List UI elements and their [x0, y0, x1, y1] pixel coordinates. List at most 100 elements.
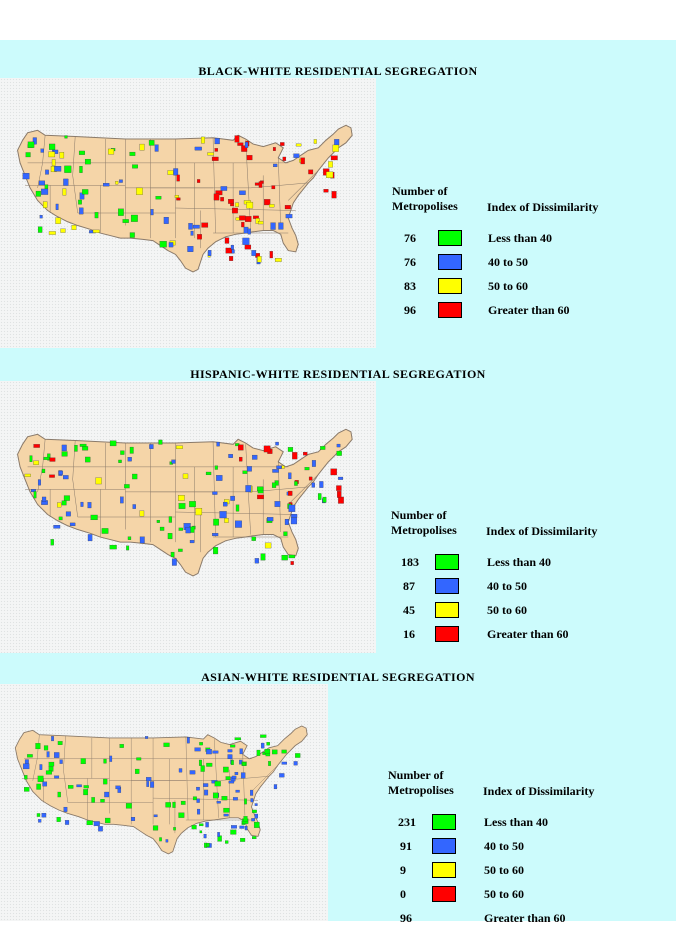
legend-count: 9 [400, 863, 406, 877]
metro-green [159, 241, 167, 248]
metro-blue [103, 183, 110, 187]
metro-green [79, 165, 83, 173]
metro-blue [293, 761, 298, 766]
metro-green [83, 789, 89, 796]
metro-green [178, 503, 186, 509]
metro-green [35, 190, 41, 197]
state-border [288, 474, 319, 505]
metro-green [234, 737, 241, 741]
us-land [17, 428, 353, 577]
metro-green [90, 514, 98, 521]
metro-red [228, 199, 234, 204]
metro-blue [196, 786, 200, 791]
metro-green [230, 744, 236, 748]
metro-yellow [24, 473, 31, 477]
metro-yellow [235, 202, 240, 207]
metro-green [129, 232, 135, 238]
metro-green [244, 798, 247, 805]
legend-swatch-red [438, 302, 462, 318]
legend-row: 9 50 to 60 [386, 861, 646, 879]
legend-index-header: Index of Dissimilarity [487, 200, 599, 214]
metro-blue [63, 806, 68, 812]
metro-green [256, 749, 261, 756]
metro-yellow [95, 477, 102, 485]
metro-green [200, 765, 205, 772]
metro-yellow [274, 258, 282, 262]
metro-green [120, 450, 125, 455]
legend-count: 96 [400, 911, 412, 925]
metro-green [304, 467, 310, 471]
metro-green [163, 742, 170, 747]
legend-label: Greater than 60 [484, 911, 566, 925]
metro-green [103, 778, 108, 785]
metro-red [308, 476, 313, 481]
metro-red [220, 197, 224, 202]
metro-blue [165, 839, 169, 843]
metro-blue [45, 169, 49, 175]
metro-blue [285, 214, 293, 219]
metro-blue [30, 489, 36, 493]
metro-green [192, 796, 197, 801]
metro-green [122, 219, 129, 223]
metro-green [294, 481, 298, 486]
metro-blue [272, 469, 279, 473]
metro-red [241, 145, 248, 152]
legend-label: 50 to 60 [487, 603, 527, 617]
legend-count: 45 [403, 603, 415, 617]
metro-green [109, 440, 117, 447]
metro-blue [232, 797, 238, 801]
metro-blue [39, 764, 43, 770]
metro-blue [194, 747, 201, 752]
metro-blue [185, 527, 191, 534]
metro-green [205, 471, 212, 476]
metro-green [57, 791, 61, 798]
metro-red [284, 205, 291, 210]
metro-green [78, 150, 85, 155]
metro-red [201, 222, 209, 228]
metro-green [64, 165, 72, 173]
metro-yellow [55, 217, 61, 224]
metro-blue [216, 475, 223, 481]
metro-blue [153, 814, 158, 818]
metro-red [290, 561, 294, 565]
legend-label: 50 to 60 [488, 279, 528, 293]
metro-blue [37, 479, 41, 486]
metro-red [214, 148, 218, 152]
metro-blue [242, 237, 250, 245]
metro-red [244, 244, 252, 250]
metro-green [199, 742, 203, 746]
metro-blue [87, 502, 92, 509]
metro-blue [223, 501, 228, 507]
legend-swatch-blue [435, 578, 459, 594]
metro-green [44, 184, 49, 189]
metro-green [214, 781, 221, 787]
metro-red [237, 142, 244, 146]
metro-red [238, 444, 244, 451]
metro-blue [244, 141, 249, 148]
metro-green [49, 143, 56, 150]
state-border [63, 735, 69, 803]
metro-green [37, 226, 43, 233]
metro-blue [245, 485, 252, 493]
metro-blue [146, 781, 150, 787]
metro-blue [194, 146, 202, 151]
metro-blue [65, 820, 70, 825]
metro-green [74, 445, 78, 452]
metro-green [287, 447, 294, 452]
metro-green [230, 829, 237, 835]
legend-row: 16 Greater than 60 [389, 625, 649, 643]
metro-green [213, 518, 219, 526]
metro-blue [178, 768, 183, 773]
metro-green [214, 465, 218, 470]
metro-green [43, 456, 50, 460]
metro-blue [235, 520, 242, 528]
state-border [218, 776, 269, 781]
metro-blue [98, 826, 103, 832]
metro-green [63, 495, 70, 501]
legend-row: 231 Less than 40 [386, 813, 646, 831]
metro-green [48, 761, 55, 767]
metro-green [118, 208, 124, 216]
metro-green [288, 554, 296, 559]
legend-label: 50 to 60 [484, 887, 524, 901]
metro-blue [254, 813, 259, 819]
